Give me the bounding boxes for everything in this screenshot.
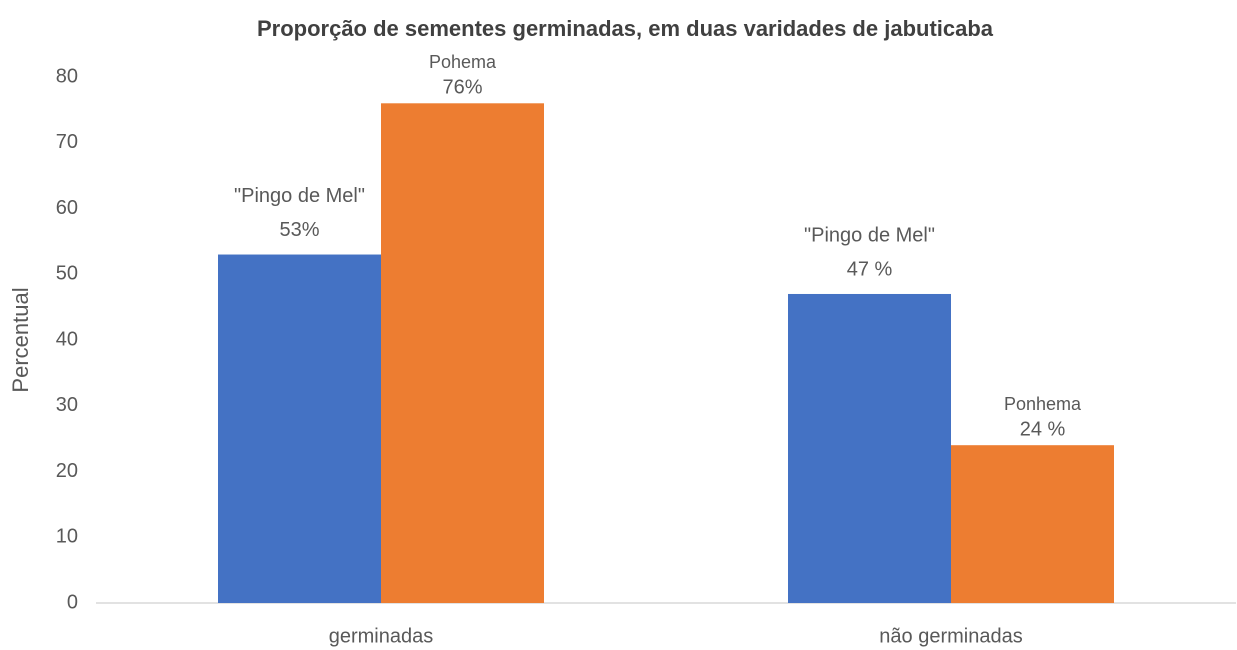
y-tick-label: 60 (56, 197, 78, 219)
point-label: Ponhema (1004, 394, 1082, 414)
x-tick-label: germinadas (329, 625, 434, 647)
bar (951, 445, 1114, 603)
chart-title: Proporção de sementes germinadas, em dua… (257, 16, 994, 41)
bar (788, 293, 951, 603)
data-label: 24 % (1020, 418, 1066, 440)
point-label: "Pingo de Mel" (804, 224, 935, 246)
y-tick-label: 80 (56, 65, 78, 87)
y-tick-label: 10 (56, 526, 78, 548)
y-tick-label: 30 (56, 394, 78, 416)
bar (381, 103, 544, 604)
data-label: 76% (442, 77, 482, 99)
y-tick-label: 40 (56, 328, 78, 350)
point-label: Pohema (429, 52, 497, 72)
point-label: "Pingo de Mel" (234, 185, 365, 207)
data-label: 53% (279, 219, 319, 241)
y-tick-label: 20 (56, 460, 78, 482)
data-label: 47 % (847, 258, 893, 280)
y-axis-title: Percentual (8, 287, 33, 392)
y-tick-label: 0 (67, 591, 78, 613)
y-tick-label: 70 (56, 131, 78, 153)
y-tick-label: 50 (56, 263, 78, 285)
bar (218, 254, 381, 603)
x-tick-label: não germinadas (879, 625, 1022, 647)
